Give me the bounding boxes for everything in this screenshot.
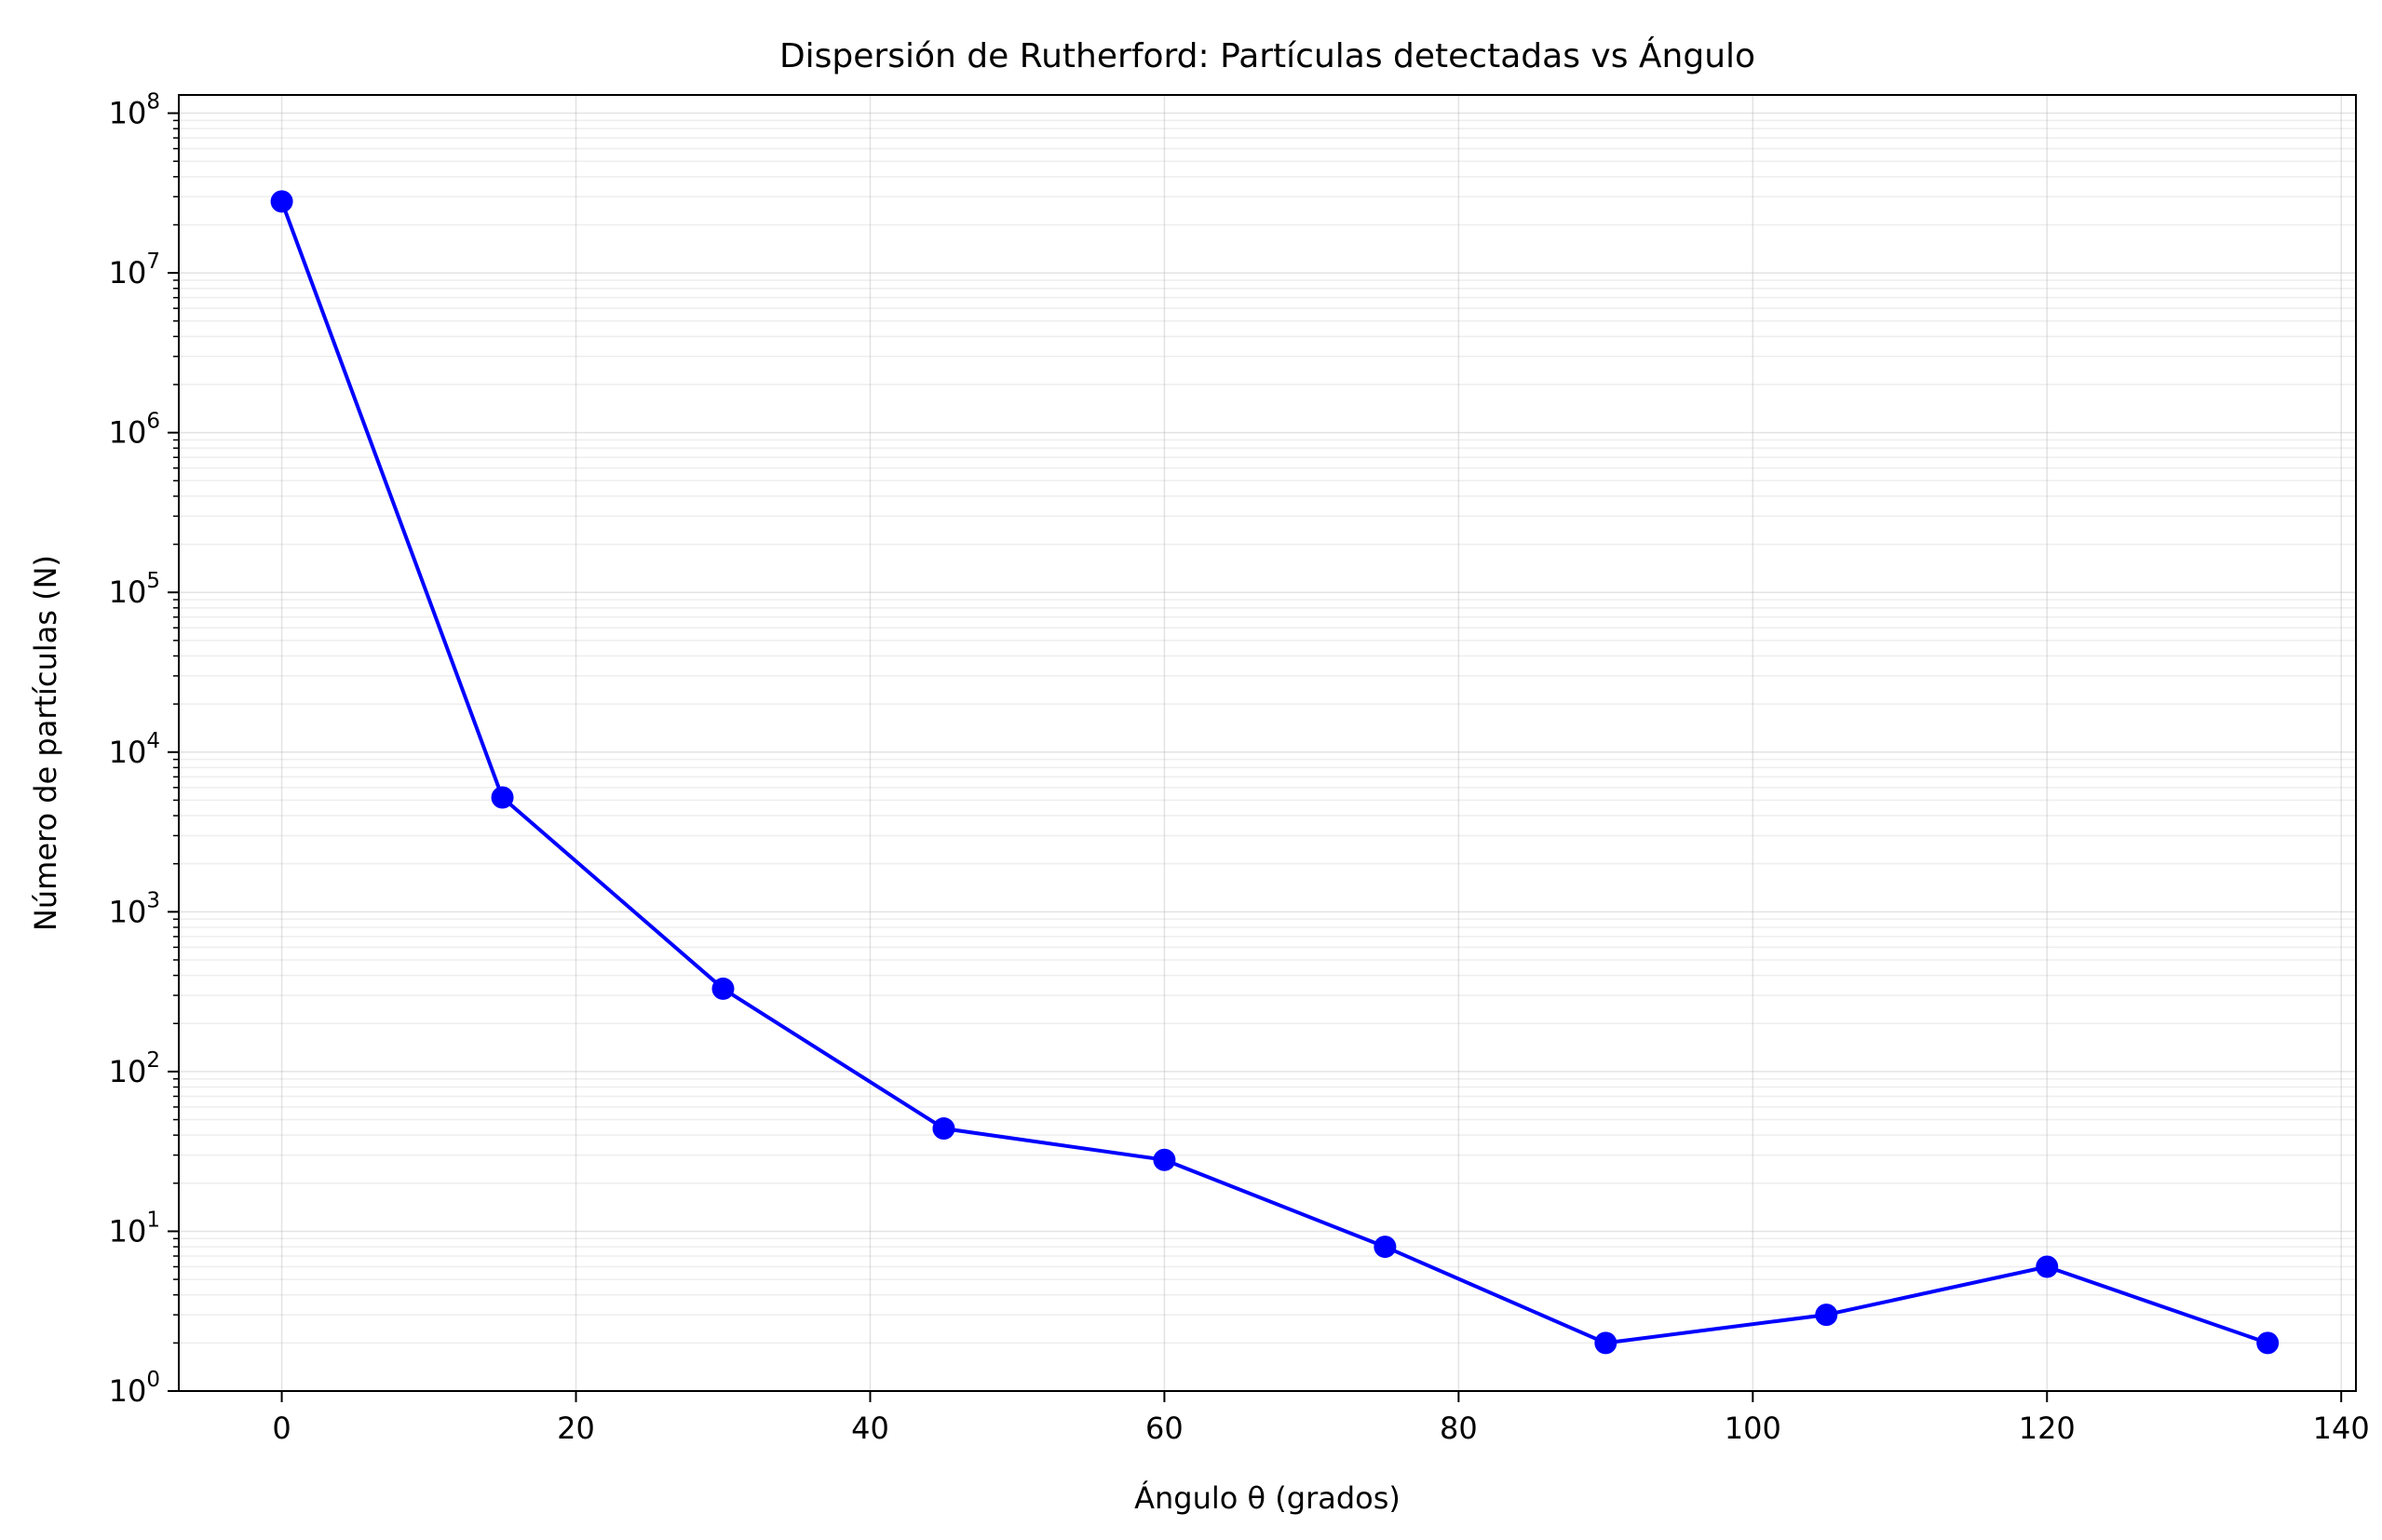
- y-tick-label-exponent: 5: [146, 569, 160, 593]
- data-point: [1374, 1236, 1397, 1259]
- x-tick-label: 0: [272, 1411, 291, 1446]
- data-point: [2256, 1331, 2280, 1355]
- plot-frame: [178, 94, 2357, 1392]
- y-tick-label: 105: [109, 569, 160, 610]
- x-tick-label: 140: [2313, 1411, 2370, 1446]
- y-tick-label: 106: [109, 410, 160, 451]
- y-tick-label-base: 10: [109, 1373, 147, 1409]
- y-tick-label-exponent: 3: [146, 888, 160, 912]
- major-gridlines: [179, 95, 2356, 1392]
- y-tick-label-base: 10: [109, 415, 147, 451]
- data-point: [711, 977, 735, 1000]
- y-tick-label: 107: [109, 250, 160, 290]
- series-layer: [270, 190, 2280, 1355]
- y-tick-label-base: 10: [109, 894, 147, 929]
- x-tick-label: 60: [1145, 1411, 1184, 1446]
- y-tick-label: 108: [109, 90, 160, 131]
- y-tick-label: 104: [109, 729, 160, 770]
- x-tick-label: 20: [557, 1411, 595, 1446]
- x-tick-label: 40: [851, 1411, 889, 1446]
- x-axis-label: Ángulo θ (grados): [1134, 1480, 1401, 1516]
- data-point: [932, 1117, 955, 1141]
- data-point: [1153, 1148, 1176, 1171]
- y-tick-label-exponent: 8: [146, 90, 160, 115]
- series-line: [279, 200, 2268, 1345]
- y-tick-label-exponent: 7: [146, 250, 160, 274]
- y-tick-label-base: 10: [109, 96, 147, 131]
- y-tick-label: 103: [109, 888, 160, 929]
- y-tick-label: 101: [109, 1208, 160, 1249]
- y-tick-label-exponent: 0: [146, 1368, 160, 1392]
- y-tick-label-base: 10: [109, 255, 147, 290]
- x-tick-label: 80: [1440, 1411, 1478, 1446]
- y-tick-label: 100: [109, 1368, 160, 1409]
- y-axis-label: Número de partículas (N): [28, 555, 63, 931]
- y-tick-label-base: 10: [109, 735, 147, 770]
- y-tick-label-base: 10: [109, 1054, 147, 1089]
- y-tick-label: 102: [109, 1048, 160, 1089]
- y-tick-label-exponent: 6: [146, 410, 160, 434]
- data-point: [1594, 1331, 1617, 1355]
- data-point: [491, 786, 514, 809]
- data-point: [1815, 1304, 1838, 1327]
- x-tick-label: 100: [1725, 1411, 1781, 1446]
- y-tick-label-base: 10: [109, 1213, 147, 1249]
- y-tick-label-exponent: 4: [146, 729, 160, 753]
- y-tick-label-exponent: 2: [146, 1048, 160, 1073]
- minor-gridlines: [179, 119, 2356, 1344]
- chart-title: Dispersión de Rutherford: Partículas det…: [779, 36, 1755, 75]
- y-tick-label-exponent: 1: [146, 1208, 160, 1232]
- x-tick-label: 120: [2019, 1411, 2076, 1446]
- data-point: [270, 190, 293, 213]
- data-point: [2036, 1255, 2059, 1278]
- y-tick-label-base: 10: [109, 574, 147, 610]
